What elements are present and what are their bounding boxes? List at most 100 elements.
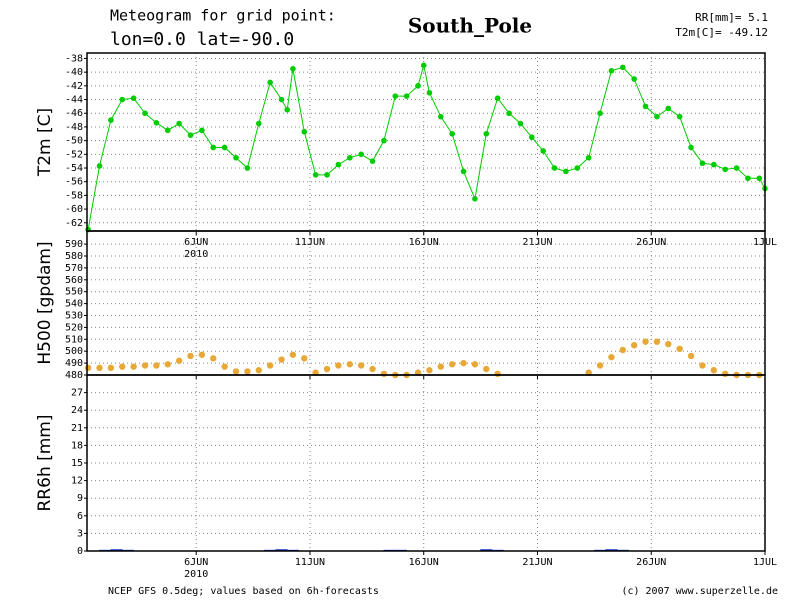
temperature-point — [324, 172, 330, 178]
y-tick-label: -38 — [65, 53, 83, 64]
temperature-line — [87, 65, 766, 230]
x-tick-label: 11JUN — [295, 557, 325, 568]
h500-point — [119, 363, 126, 370]
temperature-point — [420, 62, 427, 69]
y-tick-label: 15 — [71, 458, 83, 469]
h500-point — [380, 370, 388, 378]
temperature-point — [255, 120, 262, 127]
temperature-point — [540, 148, 546, 154]
h500-point — [665, 340, 672, 348]
header-line2: lon=0.0 lat=-90.0 — [110, 29, 294, 50]
x-tick-label: 26JUN — [636, 557, 666, 568]
h500-point — [369, 365, 376, 373]
y-tick-label: -44 — [65, 95, 83, 106]
temperature-point — [284, 107, 291, 113]
temperature-point — [483, 130, 490, 137]
y-tick-label: -48 — [65, 122, 83, 133]
y-tick-label: 570 — [65, 263, 83, 274]
y-tick-label: 27 — [71, 388, 83, 399]
x-tick-label: 6JUN — [184, 237, 208, 248]
temperature-point — [187, 132, 194, 138]
y-tick-label: 9 — [77, 493, 83, 504]
temperature-point — [233, 154, 239, 161]
precip-bar — [275, 549, 288, 551]
h500-point — [676, 345, 683, 353]
h500-point — [448, 361, 456, 368]
temperature-point — [688, 144, 694, 151]
temperature-point — [403, 93, 410, 99]
h500-point — [437, 363, 444, 370]
temperature-point — [437, 113, 444, 120]
precip-bar — [605, 549, 618, 551]
y-tick-label: 3 — [77, 528, 83, 539]
x-tick-label: 26JUN — [636, 237, 666, 248]
x-tick-label: 21JUN — [522, 557, 552, 568]
temperature-point — [551, 165, 558, 171]
panel-frame — [86, 374, 766, 552]
temperature-point — [153, 120, 160, 126]
temperature-point — [449, 130, 455, 137]
temperature-point — [506, 110, 512, 117]
h500-point — [596, 362, 604, 369]
temperature-point — [597, 110, 603, 117]
h500-point — [323, 365, 331, 373]
temperature-point — [392, 93, 399, 99]
h500-point — [278, 356, 285, 363]
h500-point — [232, 368, 240, 375]
temperature-point — [96, 163, 103, 169]
y-tick-label: -42 — [65, 81, 83, 92]
temperature-point — [346, 154, 353, 161]
x-tick-label: 6JUN — [184, 557, 208, 568]
h500-point — [175, 357, 183, 364]
h500-point — [164, 361, 171, 368]
y-tick-label: 490 — [65, 358, 83, 369]
temperature-point — [221, 144, 228, 151]
temperature-point — [472, 196, 478, 202]
temperature-point — [244, 165, 251, 171]
temperature-point — [642, 103, 649, 110]
footer-left: NCEP GFS 0.5deg; values based on 6h-fore… — [108, 586, 379, 597]
h500-point — [255, 367, 262, 374]
temperature-point — [585, 154, 592, 161]
temperature-point — [676, 113, 683, 120]
h500-point — [346, 361, 353, 368]
temperature-point — [312, 172, 319, 178]
h500-point — [585, 369, 592, 376]
h500-point — [312, 369, 319, 376]
x-year-label: 2010 — [184, 249, 208, 260]
h500-point — [84, 364, 92, 372]
y-tick-label: -58 — [65, 190, 83, 201]
h500-point — [426, 367, 433, 374]
h500-point — [699, 362, 706, 369]
temperature-point — [722, 166, 728, 173]
temperature-point — [164, 127, 171, 134]
y-tick-label: 0 — [77, 546, 83, 557]
h500-point — [414, 369, 422, 376]
y-axis-label: RR6h [mm] — [35, 414, 55, 511]
y-tick-label: 590 — [65, 239, 83, 250]
h500-point — [687, 352, 695, 360]
temperature-point — [574, 165, 581, 171]
h500-point — [289, 351, 297, 358]
y-tick-label: 18 — [71, 440, 83, 451]
temperature-point — [415, 83, 421, 89]
temperature-point — [210, 144, 217, 151]
temperature-point — [176, 120, 182, 127]
h500-point — [301, 355, 308, 362]
y-axis-label: T2m [C] — [35, 108, 55, 177]
temperature-point — [756, 175, 763, 182]
info-t2m: T2m[C]= -49.12 — [675, 26, 768, 39]
h500-point — [141, 362, 149, 369]
h500-point — [96, 364, 103, 372]
x-tick-label: 16JUN — [409, 237, 439, 248]
y-tick-label: -52 — [65, 149, 83, 160]
y-tick-label: -40 — [65, 67, 83, 78]
h500-point — [653, 338, 661, 345]
y-tick-label: -50 — [65, 136, 83, 147]
h500-point — [244, 368, 251, 375]
y-tick-label: -60 — [65, 204, 83, 215]
temperature-point — [460, 168, 467, 175]
h500-point — [608, 353, 615, 361]
temperature-point — [699, 160, 706, 167]
